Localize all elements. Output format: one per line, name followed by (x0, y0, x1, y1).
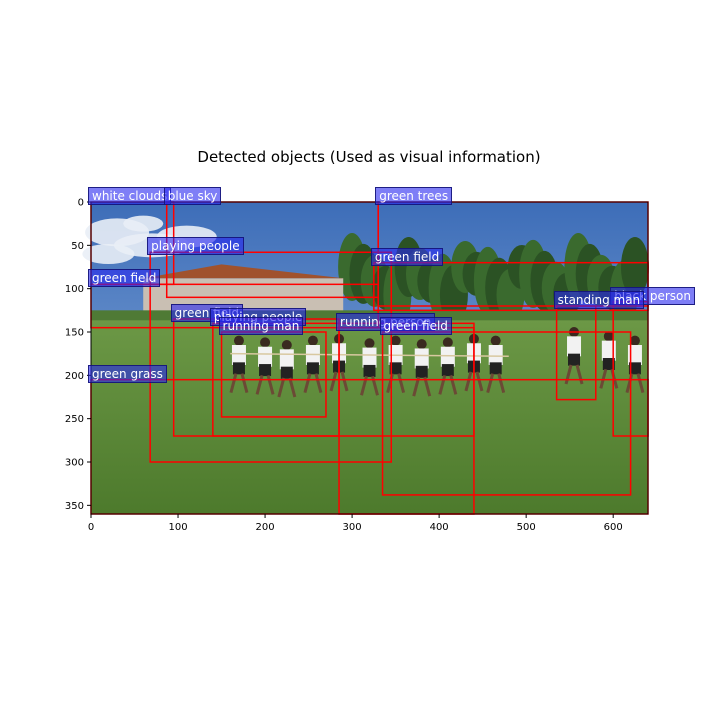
person-leg (599, 368, 608, 389)
scene-photo (82, 202, 649, 514)
detection-label: blue sky (163, 187, 222, 205)
person-leg (438, 374, 447, 395)
person-leg (229, 373, 238, 394)
rope-line (230, 352, 509, 358)
x-tick-label: 600 (604, 522, 623, 533)
people-group (229, 327, 645, 398)
x-tick-label: 300 (343, 522, 362, 533)
person-head (416, 339, 427, 350)
person-shorts (232, 362, 245, 375)
figure-title: Detected objects (Used as visual informa… (197, 148, 541, 166)
person-leg (464, 371, 473, 392)
person-shirt (567, 336, 582, 357)
person-shorts (259, 364, 272, 377)
y-tick-label: 200 (65, 371, 84, 382)
person-leg (255, 374, 264, 395)
detection-label: green trees (375, 187, 453, 205)
person-shirt (362, 347, 377, 368)
person-leg (575, 364, 584, 385)
detection-box (381, 331, 632, 496)
person-leg (636, 373, 645, 394)
person-head (390, 335, 401, 346)
person-head (490, 335, 501, 346)
detection-box (149, 251, 393, 463)
person-shorts (628, 362, 641, 375)
person-head (603, 331, 614, 342)
y-tick-label: 350 (65, 501, 84, 512)
person-head (260, 337, 271, 348)
person-leg (314, 373, 323, 394)
person-shirt (414, 348, 429, 369)
person-leg (277, 377, 286, 398)
person-leg (266, 374, 275, 395)
person-leg (564, 364, 573, 385)
person-shorts (441, 364, 454, 377)
image-axes: 0 100 200 300 400 500 600 0 50 100 150 200 250 300 350 (65, 198, 649, 533)
y-tick-label: 50 (71, 241, 84, 252)
person-shirt (440, 346, 455, 367)
x-tick-label: 100 (168, 522, 187, 533)
detection-label: playing people (147, 237, 244, 256)
person-shirt (627, 345, 642, 365)
detection-label: green field (370, 247, 444, 266)
person-shirt (488, 345, 503, 365)
person-shorts (363, 364, 376, 377)
x-tick-label: 500 (517, 522, 536, 533)
person-shorts (415, 365, 428, 378)
person-shirt (279, 349, 294, 370)
person-leg (303, 373, 312, 394)
person-head (307, 335, 318, 346)
roof-shape (143, 264, 344, 279)
person-leg (329, 371, 338, 392)
person-shorts (489, 362, 502, 375)
person-shorts (602, 358, 615, 370)
x-tick-label: 0 (88, 522, 94, 533)
person-head (442, 337, 453, 348)
person-shirt (231, 345, 246, 365)
tree-line (338, 233, 649, 329)
person-head (233, 335, 244, 346)
person-shorts (568, 353, 581, 366)
detection-label: green field (379, 317, 452, 335)
person-leg (486, 373, 495, 394)
person-leg (340, 371, 349, 392)
x-tick-label: 200 (256, 522, 275, 533)
person-head (364, 338, 375, 349)
person-shirt (258, 346, 273, 367)
detection-label: green grass (88, 364, 167, 383)
person-leg (397, 373, 406, 394)
detection-label: green field (88, 269, 161, 288)
person-leg (497, 373, 506, 394)
cloud-shape (123, 215, 164, 232)
cloud-shape (82, 244, 135, 264)
person-shorts (389, 362, 402, 375)
y-tick-label: 0 (78, 198, 84, 209)
person-leg (240, 373, 249, 394)
detection-label: white clouds (88, 187, 172, 205)
y-tick-label: 100 (65, 284, 84, 295)
detection-label: running man (218, 317, 304, 335)
person-head (629, 335, 640, 346)
person-leg (449, 374, 458, 395)
person-leg (288, 377, 297, 398)
axes-frame (90, 201, 649, 515)
tree-shape (620, 237, 649, 297)
person-shirt (601, 340, 616, 361)
person-leg (475, 371, 484, 392)
x-tick-label: 400 (430, 522, 449, 533)
person-head (281, 340, 292, 350)
person-shorts (306, 362, 319, 375)
person-shorts (280, 366, 293, 379)
y-tick-label: 250 (65, 414, 84, 425)
detection-label: standing man (553, 291, 645, 309)
y-tick-label: 300 (65, 458, 84, 469)
y-tick-label: 150 (65, 328, 84, 339)
